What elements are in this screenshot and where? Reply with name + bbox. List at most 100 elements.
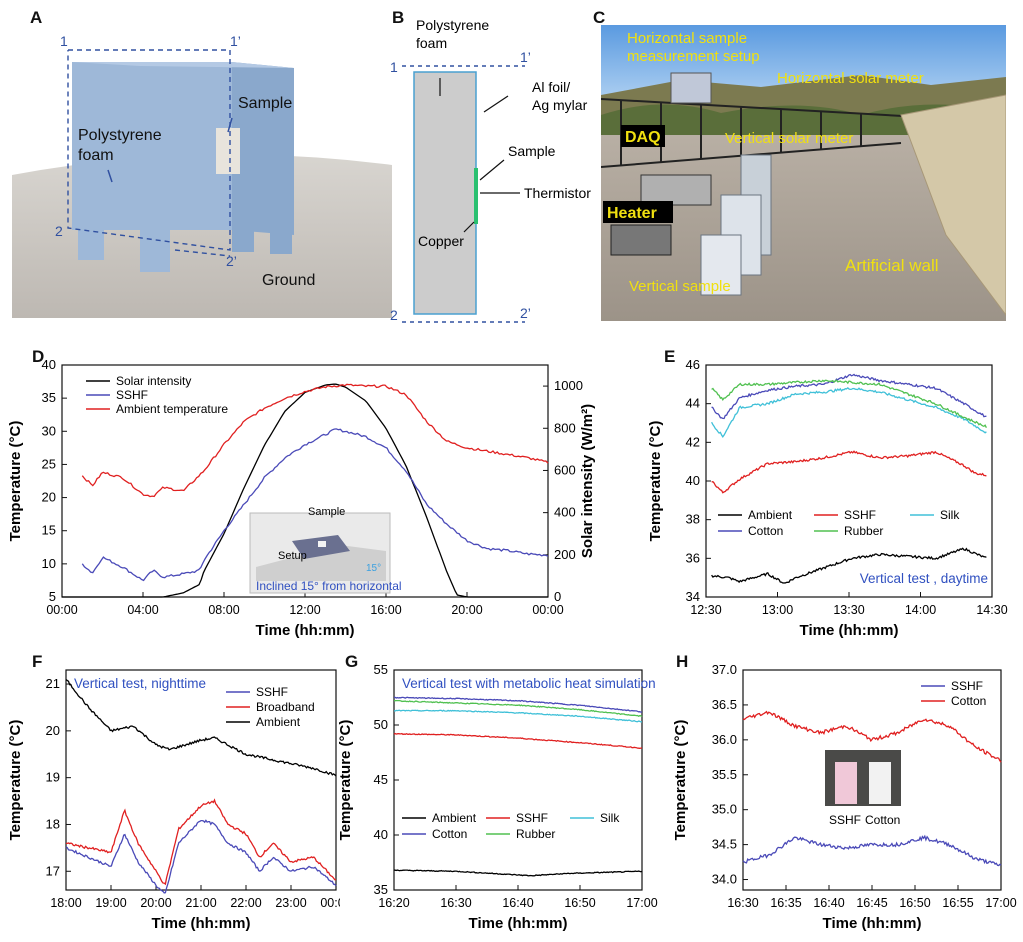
y-tick-label: 38 — [686, 512, 700, 527]
y-tick-label: 35.0 — [712, 802, 737, 817]
inset-illustration: Sample Setup 15° Inclined 15° from horizont… — [249, 506, 402, 594]
photo-label: DAQ — [625, 129, 661, 146]
y-tick-label: 35 — [42, 390, 56, 405]
y-tick-label: 5 — [49, 589, 56, 604]
x-tick-label: 23:00 — [275, 896, 306, 910]
x-tick-label: 16:35 — [770, 896, 801, 910]
x-tick-label: 08:00 — [208, 603, 239, 617]
x-tick-label: 16:30 — [727, 896, 758, 910]
chart-g: 35 40 45 50 55 16:20 16:30 16:40 16:50 17:00 Time … — [337, 662, 658, 932]
y-tick-label: 30 — [42, 423, 56, 438]
y2-tick-label: 800 — [554, 420, 576, 435]
inset-sleeve-sshf — [835, 762, 857, 804]
x-tick-label: 16:40 — [502, 896, 533, 910]
y-tick-label: 44 — [686, 396, 700, 411]
series-line-rubber — [394, 699, 643, 718]
y-axis-label: Temperature (°C) — [672, 720, 689, 841]
series-line-sshf — [742, 834, 1002, 867]
y-tick-label: 37.0 — [712, 662, 737, 677]
x-tick-label: 00:00 — [46, 603, 77, 617]
x-tick-label: 00:00 — [320, 896, 340, 910]
y-tick-label: 34.0 — [712, 872, 737, 887]
x-tick-label: 04:00 — [127, 603, 158, 617]
y-tick-label: 40 — [374, 827, 388, 842]
y-tick-label: 25 — [42, 456, 56, 471]
series-line-solar-intensity — [62, 383, 548, 598]
panel-b: B Polystyrene foam Al foil/ Ag mylar Sam… — [380, 0, 605, 330]
x-tick-label: 17:00 — [985, 896, 1016, 910]
y-tick-label: 46 — [686, 357, 700, 372]
section-label-1p: 1’ — [230, 33, 241, 49]
chart-annotation: Vertical test, nighttime — [74, 676, 206, 691]
legend-label: SSHF — [256, 685, 288, 699]
series-line-sshf — [81, 428, 549, 582]
inset-angle-label: 15° — [366, 563, 381, 574]
plot-frame — [393, 669, 643, 891]
series-line-ambient — [711, 547, 987, 584]
y-tick-label: 17 — [46, 863, 60, 878]
legend-label: Silk — [940, 508, 960, 522]
sample-arrow — [227, 117, 233, 133]
series-line-broadband — [65, 798, 336, 886]
y2-tick-label: 1000 — [554, 378, 583, 393]
section-label-2p: 2’ — [520, 305, 531, 321]
inset-label-cotton: Cotton — [865, 813, 900, 827]
y-axis-label: Temperature (°C) — [337, 720, 354, 841]
series-line-cotton — [711, 373, 987, 420]
x-axis-label: Time (hh:mm) — [469, 915, 568, 932]
foam-leg — [78, 230, 104, 260]
panel-c: C Horizontal s — [585, 0, 1023, 325]
series-line-silk — [711, 387, 987, 438]
foam-leg — [232, 230, 254, 252]
series-line-rubber — [711, 379, 987, 428]
horizontal-setup — [670, 72, 712, 104]
y-tick-label: 34.5 — [712, 837, 737, 852]
y-tick-label: 18 — [46, 816, 60, 831]
y-tick-label: 19 — [46, 770, 60, 785]
x-tick-label: 21:00 — [185, 896, 216, 910]
x-tick-label: 16:50 — [564, 896, 595, 910]
sample-label: Sample — [508, 143, 556, 159]
y-tick-label: 35.5 — [712, 767, 737, 782]
legend-label: Solar intensity — [116, 374, 191, 388]
ground-label: Ground — [262, 272, 315, 289]
x-tick-label: 16:55 — [942, 896, 973, 910]
section-label-1p: 1’ — [520, 49, 531, 65]
y2-tick-label: 600 — [554, 462, 576, 477]
inset-photo: SSHF Cotton — [825, 750, 901, 827]
x-tick-label: 13:00 — [762, 603, 793, 617]
y2-axis-label: Solar intensity (W/m²) — [579, 404, 596, 558]
inset-setup-label: Setup — [278, 550, 307, 562]
y-axis-label: Temperature (°C) — [7, 421, 24, 542]
x-tick-label: 14:00 — [905, 603, 936, 617]
x-tick-label: 16:20 — [378, 896, 409, 910]
x-tick-label: 16:40 — [813, 896, 844, 910]
chart-annotation: Vertical test with metabolic heat simula… — [402, 676, 656, 691]
section-label-2: 2 — [55, 223, 63, 239]
panel-letter-h: H — [676, 652, 689, 671]
photo-label: Horizontal sample — [627, 30, 747, 47]
x-tick-label: 17:00 — [626, 896, 657, 910]
inset-label-sshf: SSHF — [829, 813, 861, 827]
panel-letter-a: A — [30, 8, 43, 27]
legend-label: Cotton — [748, 524, 783, 538]
photo-label: measurement setup — [627, 48, 760, 65]
foam-label: Polystyrene — [416, 17, 489, 33]
y-tick-label: 50 — [374, 717, 388, 732]
sample-patch — [216, 128, 240, 174]
vertical-sample-setup — [700, 154, 772, 296]
y-axis-label: Temperature (°C) — [647, 421, 664, 542]
y-tick-label: 36.5 — [712, 697, 737, 712]
x-tick-label: 16:45 — [856, 896, 887, 910]
chart-d: 5 10 15 20 25 30 35 40 00:00 04:00 08:00 12:00 16:00… — [7, 357, 596, 639]
x-tick-label: 12:00 — [289, 603, 320, 617]
legend-label: Ambient — [256, 715, 301, 729]
y2-tick-label: 0 — [554, 589, 561, 604]
plot-frame — [705, 364, 993, 598]
x-axis-label: Time (hh:mm) — [152, 915, 251, 932]
section-plane — [67, 49, 231, 251]
foam-label: foam — [416, 35, 447, 51]
y-tick-label: 36.0 — [712, 732, 737, 747]
series-line-ambient — [65, 679, 337, 777]
y-axis-label: Temperature (°C) — [7, 720, 24, 841]
